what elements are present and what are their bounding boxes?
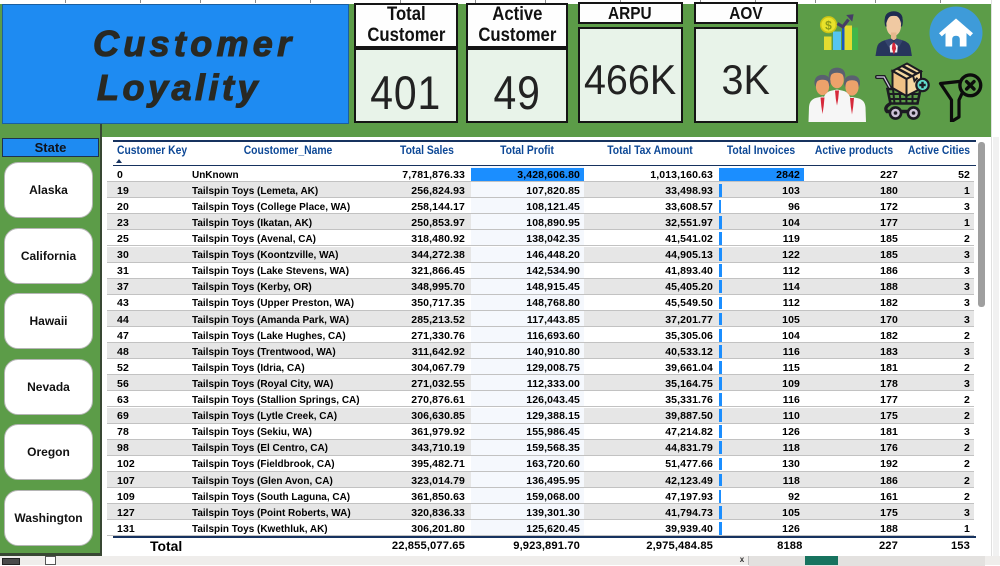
svg-text:$: $ [825, 18, 832, 32]
